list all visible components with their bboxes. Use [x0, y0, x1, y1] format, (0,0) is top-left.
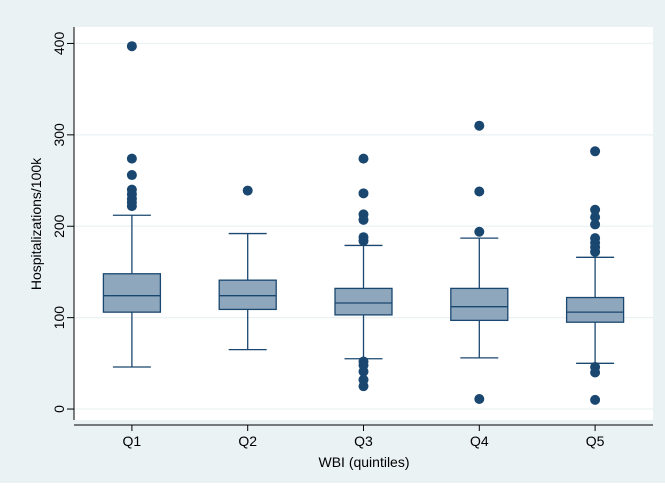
y-tick-label: 0	[51, 405, 67, 413]
outlier-point	[474, 393, 485, 404]
box-series	[102, 41, 625, 405]
outlier-point	[474, 226, 485, 237]
y-tick-label: 100	[51, 306, 67, 330]
outlier-point	[126, 41, 137, 52]
box-q5	[565, 146, 625, 405]
iqr-box	[102, 273, 162, 313]
outlier-point	[242, 185, 253, 196]
outlier-point	[126, 201, 137, 212]
outlier-point	[358, 366, 369, 377]
iqr-box	[334, 287, 393, 316]
outlier-point	[358, 381, 369, 392]
outlier-point	[590, 204, 601, 215]
iqr-box	[218, 279, 277, 311]
box-q2	[218, 185, 277, 351]
x-axis-title: WBI (quintiles)	[318, 454, 409, 470]
outlier-point	[358, 153, 369, 164]
outlier-point	[126, 153, 137, 164]
outlier-point	[590, 212, 601, 223]
outlier-point	[590, 219, 601, 230]
box-q4	[450, 120, 509, 404]
x-tick-label: Q4	[470, 433, 489, 449]
outlier-point	[358, 188, 369, 199]
x-tick-label: Q1	[123, 433, 142, 449]
outlier-point	[590, 146, 601, 157]
outlier-point	[590, 246, 601, 257]
axes: 0 100 200 300 400 Q1 Q2 Q3 Q4 Q5	[51, 27, 653, 449]
box-q3	[334, 153, 393, 392]
y-tick-label: 200	[51, 214, 67, 238]
x-tick-label: Q5	[586, 433, 605, 449]
outlier-point	[358, 235, 369, 246]
x-tick-label: Q2	[238, 433, 257, 449]
outlier-point	[590, 367, 601, 378]
y-tick-label: 300	[51, 123, 67, 147]
y-axis-title: Hospitalizations/100k	[28, 157, 44, 290]
outlier-point	[474, 120, 485, 131]
x-tick-label: Q3	[354, 433, 373, 449]
box-q1	[102, 41, 162, 368]
grid-lines	[74, 42, 653, 410]
iqr-box	[450, 287, 509, 322]
outlier-point	[590, 394, 601, 405]
iqr-box	[565, 296, 625, 323]
outlier-point	[358, 214, 369, 225]
y-tick-label: 400	[51, 32, 67, 56]
outlier-point	[126, 170, 137, 181]
outlier-point	[474, 186, 485, 197]
